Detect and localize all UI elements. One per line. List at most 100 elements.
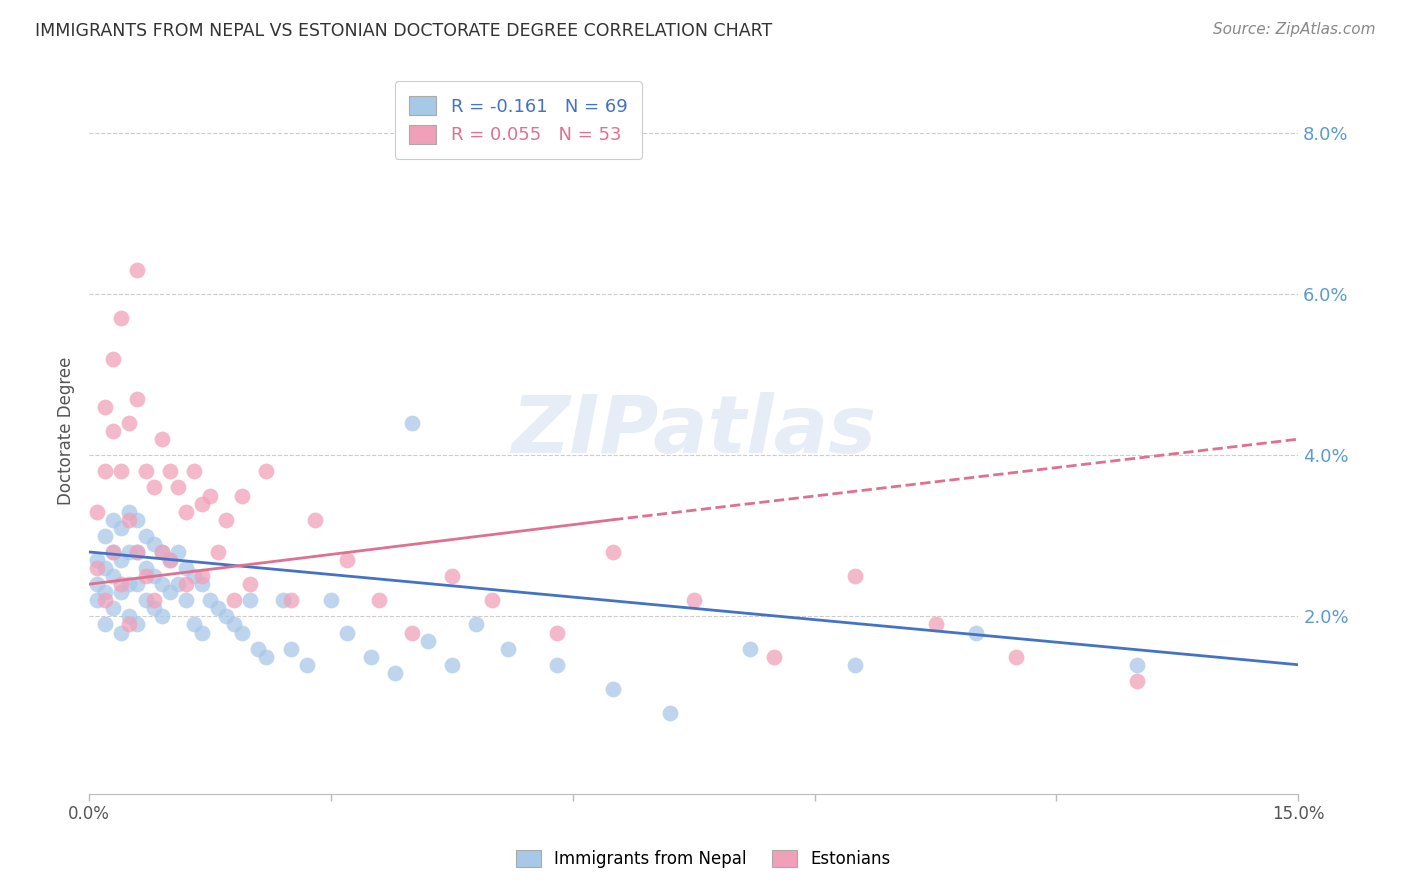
Point [134, 593, 156, 607]
Point [207, 601, 229, 615]
Point [239, 593, 262, 607]
Point [110, 625, 132, 640]
Point [94, 400, 117, 414]
Point [159, 464, 181, 478]
Point [127, 392, 149, 406]
Point [127, 545, 149, 559]
Point [191, 625, 214, 640]
Point [94, 593, 117, 607]
Point [150, 545, 173, 559]
Point [118, 505, 141, 519]
Point [360, 649, 382, 664]
Point [110, 311, 132, 326]
Point [110, 577, 132, 591]
Point [280, 641, 302, 656]
Point [118, 577, 141, 591]
Point [231, 625, 253, 640]
Point [682, 593, 704, 607]
Text: Source: ZipAtlas.com: Source: ZipAtlas.com [1212, 22, 1375, 37]
Point [142, 481, 165, 495]
Point [844, 569, 866, 583]
Point [546, 657, 568, 672]
Point [498, 641, 520, 656]
Point [183, 569, 205, 583]
Point [401, 625, 423, 640]
Text: IMMIGRANTS FROM NEPAL VS ESTONIAN DOCTORATE DEGREE CORRELATION CHART: IMMIGRANTS FROM NEPAL VS ESTONIAN DOCTOR… [35, 22, 772, 40]
Point [191, 577, 214, 591]
Point [150, 609, 173, 624]
Point [1126, 673, 1149, 688]
Point [127, 617, 149, 632]
Point [134, 569, 156, 583]
Point [110, 521, 132, 535]
Point [254, 649, 277, 664]
Point [118, 416, 141, 430]
Point [546, 625, 568, 640]
Point [118, 609, 141, 624]
Point [207, 545, 229, 559]
Point [94, 464, 117, 478]
Point [142, 593, 165, 607]
Point [844, 657, 866, 672]
Point [103, 545, 125, 559]
Point [336, 625, 359, 640]
Text: ZIPatlas: ZIPatlas [512, 392, 876, 470]
Point [86, 561, 108, 575]
Point [465, 617, 488, 632]
Point [740, 641, 762, 656]
Point [191, 569, 214, 583]
Point [150, 577, 173, 591]
Point [86, 593, 108, 607]
Point [150, 432, 173, 446]
Point [924, 617, 946, 632]
Point [159, 585, 181, 599]
Point [166, 481, 188, 495]
Point [134, 561, 156, 575]
Point [94, 617, 117, 632]
Point [191, 497, 214, 511]
Point [142, 537, 165, 551]
Point [86, 553, 108, 567]
Point [1126, 657, 1149, 672]
Point [142, 601, 165, 615]
Point [295, 657, 318, 672]
Point [602, 681, 624, 696]
Point [198, 593, 221, 607]
Point [103, 513, 125, 527]
Point [86, 577, 108, 591]
Point [481, 593, 503, 607]
Point [159, 553, 181, 567]
Point [763, 649, 786, 664]
Point [384, 665, 406, 680]
Point [94, 585, 117, 599]
Point [159, 553, 181, 567]
Point [215, 513, 238, 527]
Point [103, 545, 125, 559]
Point [224, 593, 246, 607]
Point [440, 657, 463, 672]
Point [416, 633, 439, 648]
Point [118, 545, 141, 559]
Legend: R = -0.161   N = 69, R = 0.055   N = 53: R = -0.161 N = 69, R = 0.055 N = 53 [395, 81, 643, 159]
Point [304, 513, 326, 527]
Point [271, 593, 294, 607]
Point [110, 464, 132, 478]
Point [965, 625, 987, 640]
Point [118, 513, 141, 527]
Point [280, 593, 302, 607]
Point [118, 617, 141, 632]
Point [127, 577, 149, 591]
Point [336, 553, 359, 567]
Point [174, 593, 197, 607]
Point [127, 263, 149, 277]
Point [127, 545, 149, 559]
Point [103, 569, 125, 583]
Point [103, 351, 125, 366]
Point [602, 545, 624, 559]
Point [368, 593, 391, 607]
Point [127, 513, 149, 527]
Point [174, 505, 197, 519]
Point [174, 577, 197, 591]
Point [239, 577, 262, 591]
Point [134, 464, 156, 478]
